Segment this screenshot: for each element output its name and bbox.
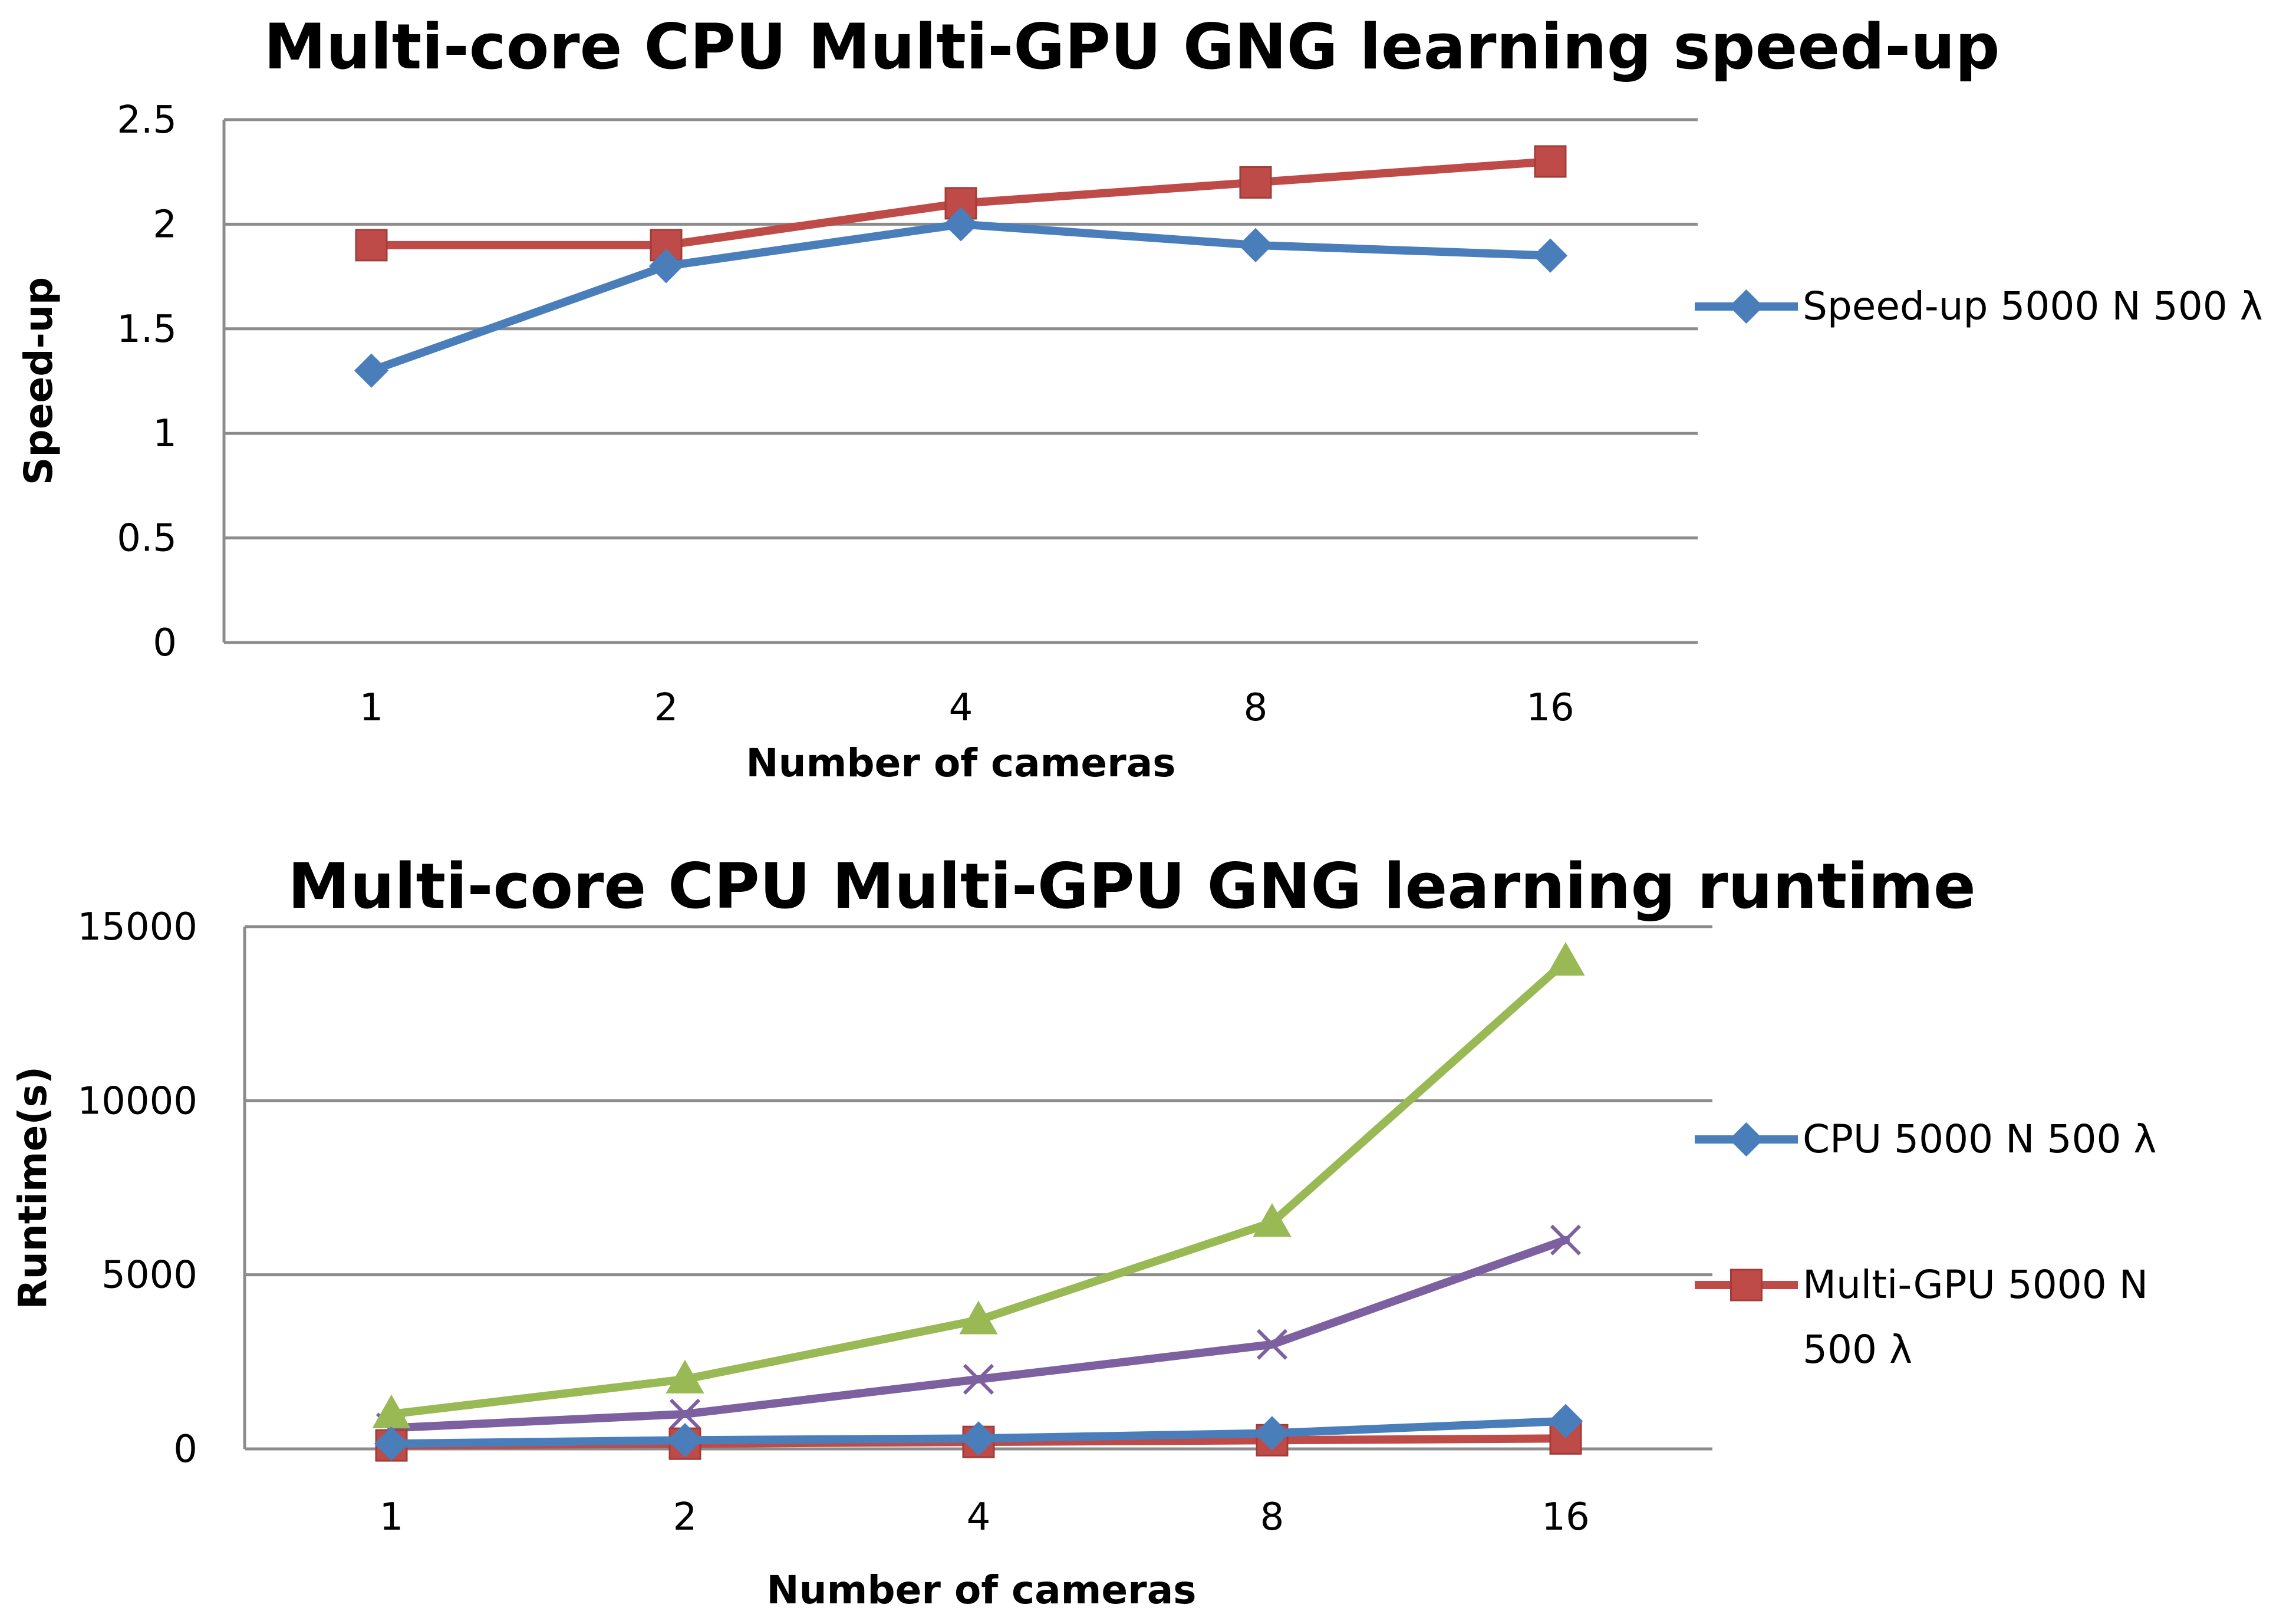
legend-label: CPU 5000 N 500 λ xyxy=(1803,1116,2156,1162)
data-point-diamond xyxy=(961,1421,996,1456)
data-point-diamond xyxy=(1548,1404,1583,1438)
legend-item: CPU 5000 N 500 λ xyxy=(1695,1116,2156,1162)
x-tick-label: 16 xyxy=(1541,1495,1589,1539)
y-tick-label: 0 xyxy=(173,1428,197,1471)
legend: Speed-up 5000 N 500 λ xyxy=(1695,284,2263,329)
legend: CPU 5000 N 500 λ Multi-GPU 5000 N 500 λ xyxy=(1695,1116,2156,1372)
marker-x-stroke xyxy=(1550,1224,1582,1256)
y-tick-label: 15000 xyxy=(77,905,197,949)
chart-2: Multi-core CPU Multi-GPU GNG learning ru… xyxy=(10,850,2156,1611)
legend-label: 500 λ xyxy=(1803,1327,1912,1372)
marker-x-stroke xyxy=(1256,1329,1288,1360)
y-tick-label: 1 xyxy=(153,412,177,456)
series-2 xyxy=(355,145,1567,262)
legend-marker-diamond xyxy=(1729,1122,1764,1157)
legend-label: Multi-GPU 5000 N xyxy=(1803,1262,2148,1307)
data-point-square xyxy=(1534,145,1567,178)
data-point-square xyxy=(355,229,388,262)
legend-marker-diamond xyxy=(1729,289,1764,324)
y-tick-label: 0 xyxy=(153,621,177,665)
chart-title: Multi-core CPU Multi-GPU GNG learning ru… xyxy=(288,850,1976,923)
y-axis-label: Runtime(s) xyxy=(10,1066,55,1309)
data-point-diamond xyxy=(354,353,389,388)
x-tick-label: 8 xyxy=(1244,686,1268,730)
x-tick-label: 1 xyxy=(380,1495,404,1539)
data-point-diamond xyxy=(1238,228,1273,263)
data-point-x xyxy=(963,1363,994,1395)
x-axis-label: Number of cameras xyxy=(766,1567,1196,1611)
data-point-triangle xyxy=(1253,1203,1292,1237)
data-point-diamond xyxy=(1254,1416,1290,1451)
data-point-x xyxy=(1256,1329,1288,1360)
data-point-diamond xyxy=(648,249,684,284)
legend-marker-square xyxy=(1730,1269,1763,1302)
chart-1: Multi-core CPU Multi-GPU GNG learning sp… xyxy=(16,11,2263,786)
y-tick-label: 1.5 xyxy=(117,308,177,351)
y-tick-label: 0.5 xyxy=(117,517,177,561)
data-point-diamond xyxy=(943,207,979,242)
series-3 xyxy=(372,942,1585,1428)
chart-title: Multi-core CPU Multi-GPU GNG learning sp… xyxy=(263,11,1999,83)
y-tick-label: 10000 xyxy=(77,1079,197,1123)
marker-x-stroke xyxy=(669,1398,701,1430)
data-point-diamond xyxy=(374,1426,409,1461)
data-point-triangle xyxy=(666,1359,704,1393)
data-point-diamond xyxy=(667,1423,703,1458)
series-1 xyxy=(354,207,1568,388)
y-axis-label: Speed-up xyxy=(16,277,61,485)
y-tick-label: 5000 xyxy=(101,1254,197,1297)
legend-label: Speed-up 5000 N 500 λ xyxy=(1803,284,2263,329)
x-axis-label: Number of cameras xyxy=(746,740,1175,786)
data-point-x xyxy=(1550,1224,1582,1256)
data-point-x xyxy=(669,1398,701,1430)
x-tick-label: 16 xyxy=(1526,686,1574,730)
y-tick-label: 2 xyxy=(153,203,177,246)
x-tick-label: 2 xyxy=(654,686,678,730)
legend-item: Speed-up 5000 N 500 λ xyxy=(1695,284,2263,329)
x-tick-label: 2 xyxy=(673,1495,697,1539)
data-point-triangle xyxy=(1546,942,1585,976)
x-tick-label: 8 xyxy=(1260,1495,1284,1539)
data-point-square xyxy=(1239,166,1272,199)
series-1 xyxy=(374,1404,1583,1461)
series-line xyxy=(387,957,1570,1418)
marker-x-stroke xyxy=(963,1363,994,1395)
data-point-diamond xyxy=(1533,238,1568,273)
x-tick-label: 4 xyxy=(949,686,973,730)
x-tick-label: 1 xyxy=(360,686,384,730)
x-tick-label: 4 xyxy=(967,1495,991,1539)
data-point-triangle xyxy=(959,1300,998,1335)
legend-item: Multi-GPU 5000 N 500 λ xyxy=(1695,1262,2148,1372)
y-tick-label: 2.5 xyxy=(117,98,177,142)
